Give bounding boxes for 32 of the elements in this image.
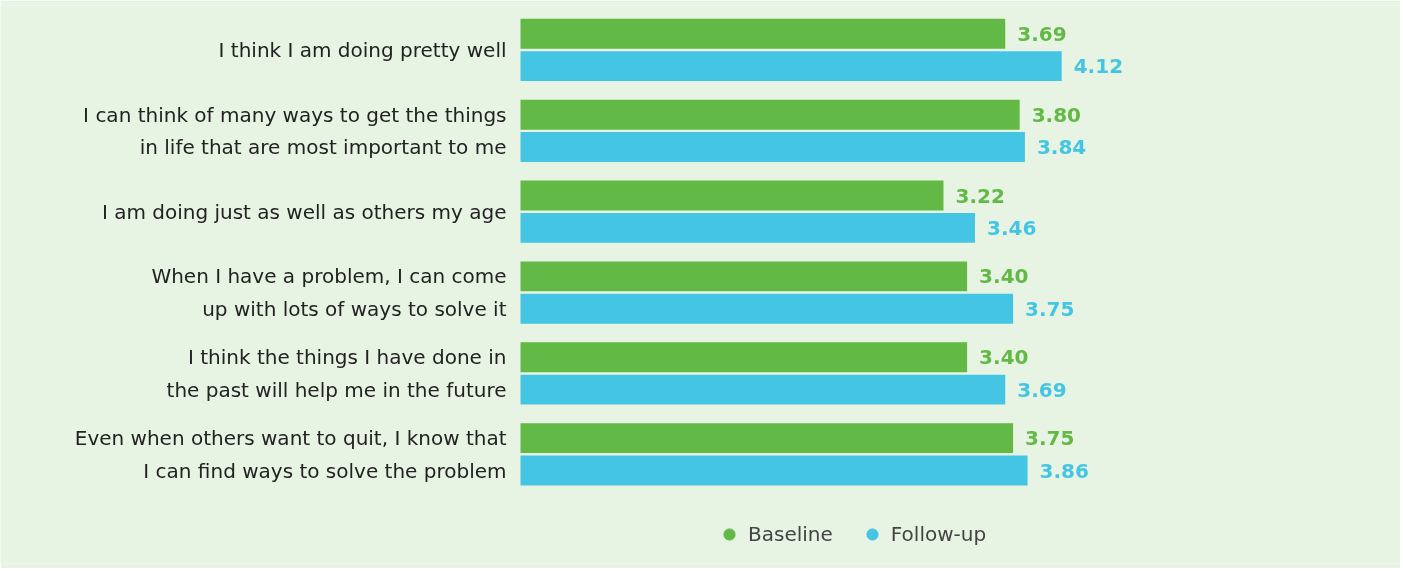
y-tick-label: When I have a problem, I can come up with lots of ways to solve it (151, 264, 507, 321)
bar (520, 180, 944, 211)
data-label: 3.69 (1017, 21, 1067, 46)
legend-label: Baseline (748, 522, 833, 546)
y-tick-label: I think the things I have done in the past will help me in the future (166, 345, 507, 402)
y-tick-label: Even when others want to quit, I know that I can find ways to solve the problem (74, 426, 507, 483)
y-tick-label: I think I am doing pretty well (218, 37, 507, 62)
bar (520, 423, 1014, 454)
data-label: 3.40 (979, 345, 1029, 370)
bar (520, 51, 1062, 82)
data-label: 3.75 (1025, 296, 1075, 321)
data-label: 3.69 (1017, 377, 1067, 402)
data-label: 3.86 (1039, 458, 1089, 483)
bar (520, 293, 1014, 324)
data-label: 3.80 (1031, 102, 1082, 127)
data-label: 3.75 (1025, 426, 1075, 451)
bar (520, 374, 1006, 405)
bar (520, 455, 1028, 486)
bar (520, 342, 968, 373)
bar (520, 212, 975, 243)
y-tick-label: I am doing just as well as others my age (101, 199, 507, 224)
bar (520, 261, 968, 292)
data-label: 4.12 (1073, 54, 1124, 79)
bar (520, 18, 1006, 49)
data-label: 3.46 (987, 215, 1037, 240)
bar (520, 132, 1025, 162)
data-label: 3.22 (955, 183, 1005, 208)
bar (520, 99, 1020, 130)
legend-label: Follow-up (890, 522, 987, 546)
data-label: 3.84 (1036, 135, 1087, 160)
y-tick-label: I can think of many ways to get the things in life that are most important to me (83, 102, 507, 160)
data-label: 3.40 (979, 264, 1029, 289)
